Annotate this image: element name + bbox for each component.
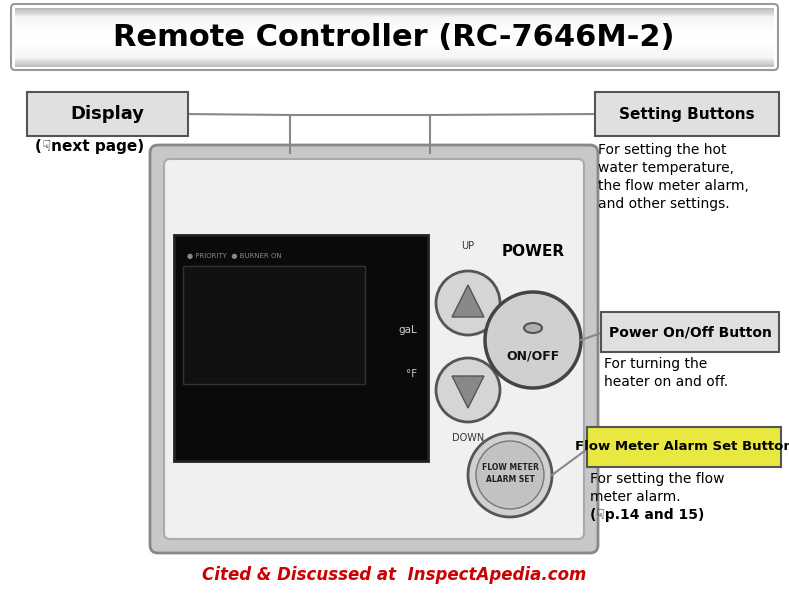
Text: °F: °F [406,370,417,380]
Text: Setting Buttons: Setting Buttons [619,107,755,122]
FancyBboxPatch shape [15,15,774,17]
FancyBboxPatch shape [15,11,774,13]
FancyBboxPatch shape [15,20,774,21]
FancyBboxPatch shape [174,235,428,461]
Text: FLOW METER: FLOW METER [481,462,538,471]
Polygon shape [452,376,484,408]
Text: For setting the hot: For setting the hot [598,143,727,157]
Text: meter alarm.: meter alarm. [590,490,681,504]
FancyBboxPatch shape [601,312,779,352]
FancyBboxPatch shape [15,49,774,50]
FancyBboxPatch shape [27,92,188,136]
Text: gaL: gaL [398,325,417,336]
Circle shape [436,271,500,335]
FancyBboxPatch shape [15,52,774,54]
Text: POWER: POWER [502,244,565,259]
Text: (☟p.14 and 15): (☟p.14 and 15) [590,508,705,522]
FancyBboxPatch shape [15,29,774,30]
FancyBboxPatch shape [15,33,774,35]
FancyBboxPatch shape [15,32,774,34]
Circle shape [436,358,500,422]
FancyBboxPatch shape [15,57,774,58]
FancyBboxPatch shape [15,58,774,60]
Text: UP: UP [462,241,474,251]
FancyBboxPatch shape [15,53,774,55]
FancyBboxPatch shape [15,18,774,20]
FancyBboxPatch shape [15,59,774,61]
Text: heater on and off.: heater on and off. [604,375,728,389]
FancyBboxPatch shape [15,16,774,18]
FancyBboxPatch shape [15,14,774,15]
FancyBboxPatch shape [15,23,774,25]
Text: the flow meter alarm,: the flow meter alarm, [598,179,749,193]
Text: Power On/Off Button: Power On/Off Button [608,325,772,339]
FancyBboxPatch shape [15,63,774,64]
FancyBboxPatch shape [15,64,774,66]
FancyBboxPatch shape [15,24,774,26]
Circle shape [476,441,544,509]
FancyBboxPatch shape [15,8,774,10]
Text: For setting the flow: For setting the flow [590,472,724,486]
FancyBboxPatch shape [15,45,774,46]
Text: (☟next page): (☟next page) [35,139,144,154]
FancyBboxPatch shape [15,22,774,24]
FancyBboxPatch shape [15,21,774,23]
Text: DOWN: DOWN [452,433,484,443]
Text: water temperature,: water temperature, [598,161,734,175]
FancyBboxPatch shape [15,13,774,14]
FancyBboxPatch shape [15,9,774,11]
FancyBboxPatch shape [15,42,774,44]
FancyBboxPatch shape [15,41,774,42]
Text: Remote Controller (RC-7646M-2): Remote Controller (RC-7646M-2) [114,23,675,51]
FancyBboxPatch shape [150,145,598,553]
FancyBboxPatch shape [15,17,774,19]
Text: Cited & Discussed at  InspectApedia.com: Cited & Discussed at InspectApedia.com [202,566,586,584]
FancyBboxPatch shape [15,60,774,62]
FancyBboxPatch shape [15,49,774,51]
FancyBboxPatch shape [15,30,774,32]
FancyBboxPatch shape [15,39,774,41]
FancyBboxPatch shape [15,36,774,38]
FancyBboxPatch shape [587,427,781,467]
FancyBboxPatch shape [164,159,584,539]
FancyBboxPatch shape [15,28,774,29]
Text: and other settings.: and other settings. [598,197,730,211]
FancyBboxPatch shape [15,46,774,48]
Text: For turning the: For turning the [604,357,707,371]
FancyBboxPatch shape [595,92,779,136]
FancyBboxPatch shape [15,48,774,49]
FancyBboxPatch shape [15,51,774,52]
FancyBboxPatch shape [15,65,774,67]
FancyBboxPatch shape [15,35,774,36]
Text: ON/OFF: ON/OFF [507,349,559,362]
Text: ● PRIORITY  ● BURNER ON: ● PRIORITY ● BURNER ON [187,253,282,259]
Text: Flow Meter Alarm Set Button: Flow Meter Alarm Set Button [575,440,789,454]
Text: Display: Display [70,105,144,123]
Ellipse shape [524,323,542,333]
FancyBboxPatch shape [183,266,365,384]
FancyBboxPatch shape [15,44,774,46]
Polygon shape [452,285,484,317]
FancyBboxPatch shape [15,37,774,39]
FancyBboxPatch shape [15,31,774,33]
Text: ALARM SET: ALARM SET [485,476,534,485]
Circle shape [485,292,581,388]
FancyBboxPatch shape [15,38,774,40]
FancyBboxPatch shape [15,27,774,28]
FancyBboxPatch shape [15,10,774,12]
FancyBboxPatch shape [15,55,774,57]
Circle shape [468,433,552,517]
FancyBboxPatch shape [15,26,774,27]
FancyBboxPatch shape [15,61,774,63]
FancyBboxPatch shape [15,54,774,56]
FancyBboxPatch shape [15,43,774,45]
